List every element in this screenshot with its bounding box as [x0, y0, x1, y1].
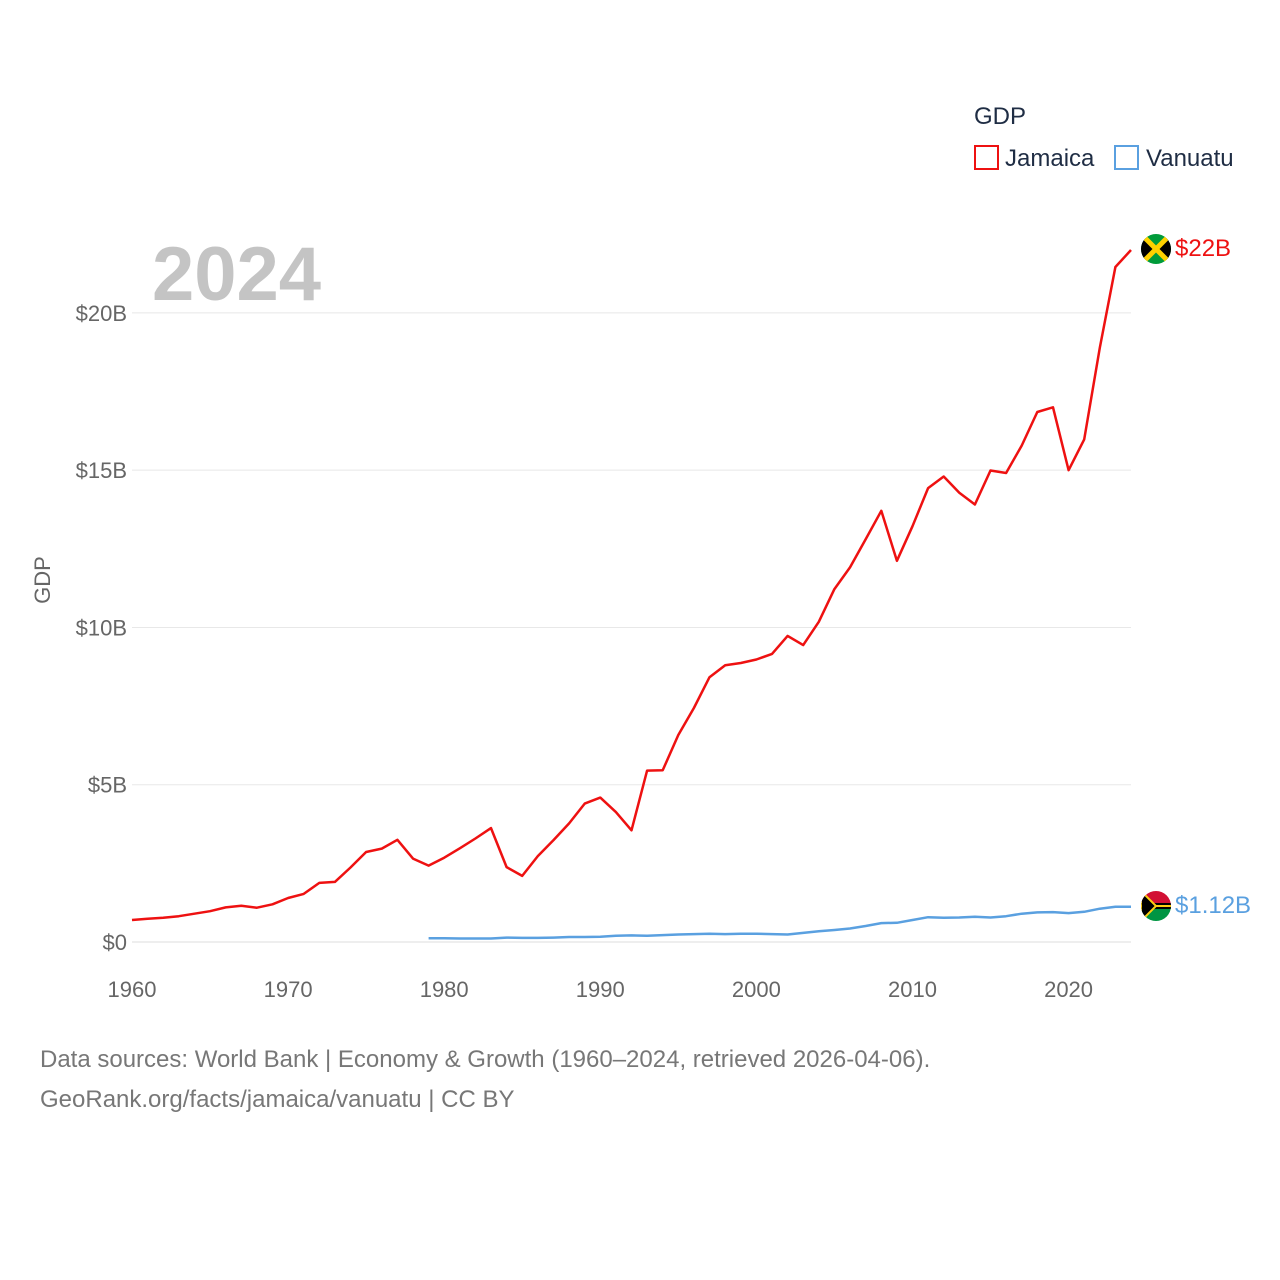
legend-swatch-jamaica[interactable]: [974, 145, 999, 170]
series-layer: [131, 249, 1132, 940]
y-tick-label: $5B: [88, 773, 127, 798]
x-tick-label: 2000: [732, 977, 781, 1002]
jamaica-end-value-label: $22B: [1175, 235, 1231, 262]
y-axis-ticks: $0 $5B $10B $15B $20B: [76, 301, 127, 955]
legend-label-jamaica[interactable]: Jamaica: [1005, 145, 1095, 172]
x-tick-label: 1980: [420, 977, 469, 1002]
jamaica-flag-icon: [1141, 234, 1171, 264]
y-tick-label: $15B: [76, 458, 127, 483]
x-tick-label: 2010: [888, 977, 937, 1002]
gdp-line-chart: $0 $5B $10B $15B $20B 1960 1970 1980 1990 2000 20…: [30, 103, 1251, 1002]
series-line-jamaica[interactable]: [131, 249, 1132, 922]
legend-title: GDP: [974, 103, 1026, 130]
series-line-vanuatu[interactable]: [428, 905, 1131, 940]
x-tick-label: 1960: [108, 977, 157, 1002]
grid-lines: [132, 312, 1131, 943]
data-sources-text: Data sources: World Bank | Economy & Gro…: [40, 1046, 931, 1073]
x-tick-label: 1970: [264, 977, 313, 1002]
y-tick-label: $10B: [76, 615, 127, 640]
y-axis-label: GDP: [30, 556, 55, 604]
x-tick-label: 2020: [1044, 977, 1093, 1002]
current-year-label: 2024: [152, 232, 321, 317]
vanuatu-flag-icon: [1141, 891, 1171, 921]
y-tick-label: $0: [103, 930, 127, 955]
vanuatu-end-value-label: $1.12B: [1175, 892, 1251, 919]
x-tick-label: 1990: [576, 977, 625, 1002]
legend: GDP Jamaica Vanuatu: [974, 103, 1234, 172]
footer: Data sources: World Bank | Economy & Gro…: [40, 1040, 1240, 1120]
legend-label-vanuatu[interactable]: Vanuatu: [1146, 145, 1234, 172]
y-tick-label: $20B: [76, 301, 127, 326]
source-url-text: GeoRank.org/facts/jamaica/vanuatu | CC B…: [40, 1086, 515, 1113]
legend-swatch-vanuatu[interactable]: [1114, 145, 1139, 170]
x-axis-ticks: 1960 1970 1980 1990 2000 2010 2020: [108, 977, 1094, 1002]
